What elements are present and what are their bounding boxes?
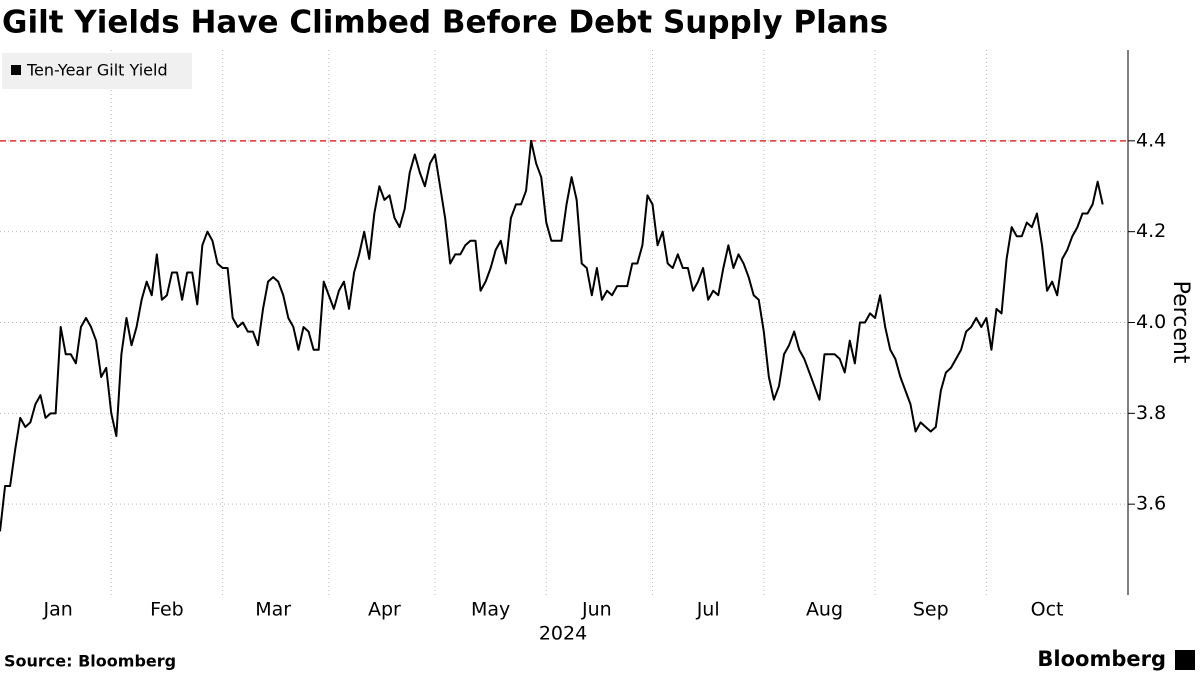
brand: Bloomberg — [1037, 647, 1166, 671]
legend-label: Ten-Year Gilt Yield — [26, 61, 168, 80]
x-tick-label: Apr — [368, 599, 401, 621]
line-series — [0, 139, 1104, 532]
x-tick-label: Jun — [581, 599, 612, 621]
legend-swatch — [11, 65, 21, 75]
x-tick-label: Aug — [806, 599, 843, 621]
y-tick-label: 4.4 — [1136, 129, 1166, 151]
legend-box — [2, 53, 192, 89]
y-tick-label: 3.8 — [1136, 402, 1166, 424]
chart-title: Gilt Yields Have Climbed Before Debt Sup… — [2, 5, 888, 41]
x-tick-label: Jul — [696, 599, 720, 621]
y-axis-label: Percent — [1168, 281, 1193, 364]
source: Source: Bloomberg — [4, 652, 176, 671]
y-tick-label: 4.2 — [1136, 220, 1166, 242]
y-tick-label: 4.0 — [1136, 311, 1166, 333]
brand-icon — [1175, 650, 1195, 670]
x-tick-label: Mar — [255, 599, 291, 621]
x-tick-label: Sep — [913, 599, 949, 621]
x-tick-label: Feb — [150, 599, 184, 621]
x-axis-label: 2024 — [539, 623, 587, 645]
x-tick-label: Jan — [43, 599, 73, 621]
x-tick-label: Oct — [1031, 599, 1064, 621]
x-tick-label: May — [471, 599, 510, 621]
y-tick-label: 3.6 — [1136, 493, 1166, 515]
